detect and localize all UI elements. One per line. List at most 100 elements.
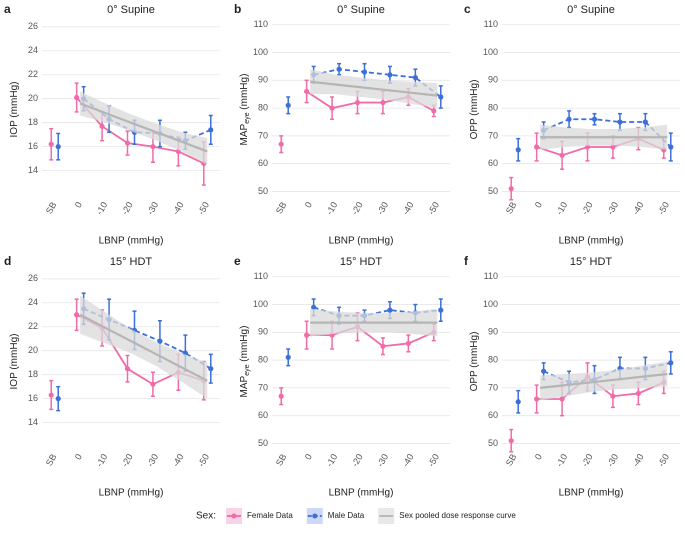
point <box>304 332 310 338</box>
y-axis-label-main: OPP (mmHg) <box>469 80 480 140</box>
y-tick-label: 90 <box>488 327 498 337</box>
point <box>534 144 540 150</box>
panel-letter: c <box>464 2 471 16</box>
pooled-line <box>79 313 208 382</box>
x-tick-label: -20 <box>120 452 135 468</box>
y-tick-label: 24 <box>28 45 38 55</box>
y-tick-label: 26 <box>28 273 38 283</box>
point <box>48 392 54 398</box>
point <box>208 127 214 133</box>
y-tick-label: 26 <box>28 21 38 31</box>
point <box>635 390 641 397</box>
pooled-line <box>540 372 668 389</box>
legend-key-point <box>231 513 237 519</box>
x-tick-label: 0 <box>303 200 314 209</box>
point <box>642 119 648 125</box>
point <box>515 147 521 153</box>
y-tick-label: 50 <box>488 186 498 196</box>
y-tick-label: 60 <box>488 410 498 420</box>
x-tick-label: -10 <box>554 200 569 216</box>
y-tick-label: 70 <box>488 130 498 140</box>
x-tick-label: SB <box>274 452 289 467</box>
point <box>387 72 393 78</box>
legend-label: Sex pooled dose response curve <box>399 511 516 520</box>
y-axis-label-sub: eye <box>244 112 251 123</box>
panel-letter: d <box>4 254 11 268</box>
point <box>336 66 342 72</box>
x-tick-label: -50 <box>196 200 211 216</box>
y-tick-label: 24 <box>28 297 38 307</box>
y-tick-label: 90 <box>488 75 498 85</box>
panel-title: 15° HDT <box>570 256 613 268</box>
x-tick-label: -30 <box>375 200 390 216</box>
x-tick-label: -10 <box>94 452 109 468</box>
y-axis-label: OPP (mmHg) <box>469 80 480 140</box>
y-tick-label: 100 <box>253 299 268 309</box>
x-axis-label: LBNP (mmHg) <box>99 488 164 499</box>
x-tick-label: -40 <box>170 452 185 468</box>
y-tick-label: 80 <box>488 354 498 364</box>
point <box>150 144 156 150</box>
x-tick-label: -30 <box>605 200 620 216</box>
point <box>559 152 565 158</box>
y-axis-label-main: MAP <box>239 123 250 145</box>
x-tick-label: 0 <box>73 452 84 461</box>
point <box>150 381 156 387</box>
legend-label: Male Data <box>328 511 365 520</box>
y-axis-label-main: MAP <box>239 375 250 397</box>
x-tick-label: SB <box>504 200 519 215</box>
point <box>559 396 565 402</box>
y-tick-label: 16 <box>28 141 38 151</box>
y-axis-label-main: OPP (mmHg) <box>469 332 480 392</box>
x-tick-label: -20 <box>120 200 135 216</box>
x-tick-label: -10 <box>94 200 109 216</box>
point <box>208 366 214 372</box>
y-tick-label: 70 <box>258 382 268 392</box>
y-tick-label: 100 <box>483 299 498 309</box>
point <box>387 307 393 313</box>
y-axis-label: MAPeye (mmHg) <box>239 74 252 146</box>
x-tick-label: -20 <box>580 452 595 468</box>
point <box>361 69 368 75</box>
x-tick-label: -10 <box>324 200 339 216</box>
y-tick-label: 100 <box>483 47 498 57</box>
x-tick-label: -40 <box>400 452 415 468</box>
x-tick-label: 0 <box>303 452 314 461</box>
legend-key-point <box>312 513 318 519</box>
x-tick-label: -40 <box>630 452 645 468</box>
point <box>541 368 547 374</box>
y-tick-label: 80 <box>488 102 498 112</box>
y-tick-label: 20 <box>28 93 38 103</box>
pooled-line <box>310 80 438 97</box>
point <box>534 396 540 402</box>
point <box>617 119 623 125</box>
x-tick-label: 0 <box>533 200 544 209</box>
x-axis-label: LBNP (mmHg) <box>559 488 624 499</box>
y-tick-label: 14 <box>28 417 38 427</box>
point <box>304 88 310 95</box>
y-tick-label: 60 <box>258 410 268 420</box>
y-axis-label: MAPeye (mmHg) <box>239 326 252 398</box>
x-tick-label: -30 <box>145 452 160 468</box>
point <box>508 438 514 444</box>
x-tick-label: -20 <box>580 200 595 216</box>
y-axis-label: IOP (mmHg) <box>9 334 20 390</box>
y-axis-label-main: IOP (mmHg) <box>9 334 20 390</box>
x-tick-label: -30 <box>375 452 390 468</box>
panel-letter: a <box>4 2 11 16</box>
x-tick-label: -40 <box>400 200 415 216</box>
y-tick-label: 22 <box>28 321 38 331</box>
panel-title: 0° Supine <box>567 4 615 16</box>
x-tick-label: SB <box>274 200 289 215</box>
point <box>55 144 61 150</box>
point <box>610 393 616 399</box>
point <box>157 338 163 344</box>
x-tick-label: -30 <box>605 452 620 468</box>
point <box>380 99 386 106</box>
x-axis-label: LBNP (mmHg) <box>559 236 624 247</box>
x-tick-label: -10 <box>324 452 339 468</box>
y-tick-label: 18 <box>28 369 38 379</box>
x-tick-label: 0 <box>533 452 544 461</box>
male-line <box>83 307 212 370</box>
point <box>566 116 572 122</box>
